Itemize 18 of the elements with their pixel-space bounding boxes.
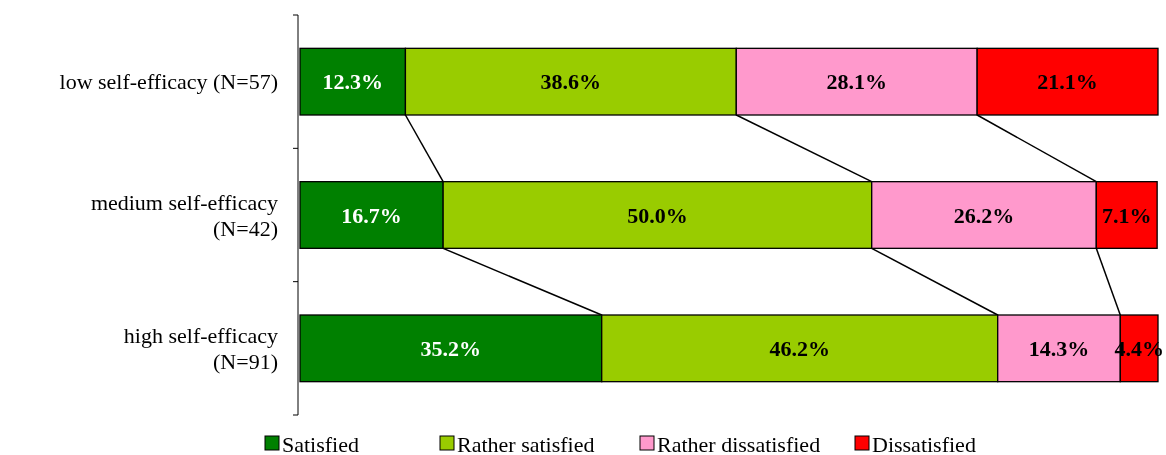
data-label: 38.6% <box>540 69 602 95</box>
data-label: 35.2% <box>420 336 482 362</box>
data-label: 21.1% <box>1037 69 1098 95</box>
data-label: 50.0% <box>627 202 688 228</box>
legend-label: Dissatisfied <box>872 431 976 455</box>
legend-label: Satisfied <box>282 431 359 455</box>
y-tick-label: high self-efficacy (N=91) <box>123 323 278 375</box>
legend-label: Rather satisfied <box>457 431 595 455</box>
data-label: 46.2% <box>769 336 830 362</box>
y-tick-label: medium self-efficacy (N=42) <box>90 189 278 241</box>
y-tick-label: low self-efficacy (N=57) <box>59 69 278 95</box>
legend-label: Rather dissatisfied <box>657 431 821 455</box>
data-label: 14.3% <box>1028 336 1090 362</box>
data-label: 28.1% <box>826 69 887 95</box>
data-label: 12.3% <box>322 69 383 95</box>
data-label: 7.1% <box>1101 202 1152 228</box>
data-label: 26.2% <box>953 202 1015 228</box>
data-label: 16.7% <box>341 202 402 228</box>
